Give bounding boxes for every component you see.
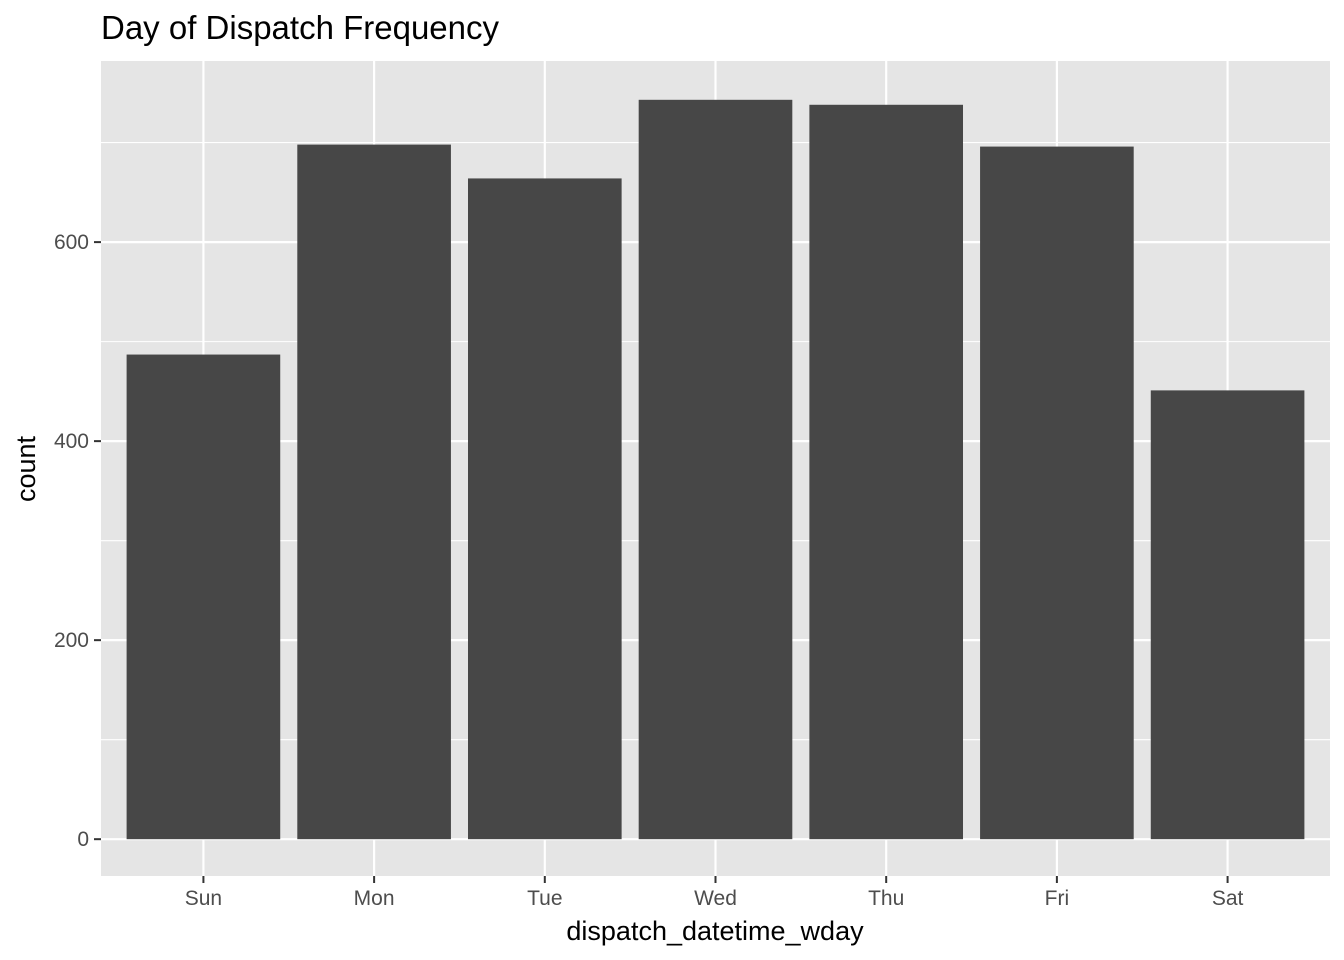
chart-title: Day of Dispatch Frequency (101, 9, 500, 46)
bar-sun (126, 354, 281, 840)
y-tick-label: 0 (77, 828, 89, 851)
bar-sat (1150, 390, 1305, 840)
x-axis-title: dispatch_datetime_wday (566, 916, 864, 946)
bar-wed (638, 99, 793, 840)
x-tick-label-wed: Wed (694, 887, 737, 910)
x-tick-label-thu: Thu (868, 887, 904, 910)
y-tick-label: 400 (54, 430, 89, 453)
y-tick-label: 200 (54, 629, 89, 652)
y-axis: 0 200 400 600 (54, 231, 101, 851)
x-tick-label-fri: Fri (1045, 887, 1070, 910)
y-axis-title: count (11, 435, 41, 502)
bars (126, 99, 1305, 840)
bar-tue (467, 178, 622, 840)
x-tick-label-sun: Sun (185, 887, 222, 910)
x-tick-label-sat: Sat (1212, 887, 1244, 910)
x-tick-label-tue: Tue (527, 887, 562, 910)
bar-mon (297, 144, 451, 840)
x-tick-label-mon: Mon (354, 887, 395, 910)
bar-fri (980, 146, 1134, 840)
y-tick-label: 600 (54, 231, 89, 254)
x-axis: Sun Mon Tue Wed Thu Fri Sat (185, 876, 1244, 910)
bar-thu (809, 104, 964, 840)
